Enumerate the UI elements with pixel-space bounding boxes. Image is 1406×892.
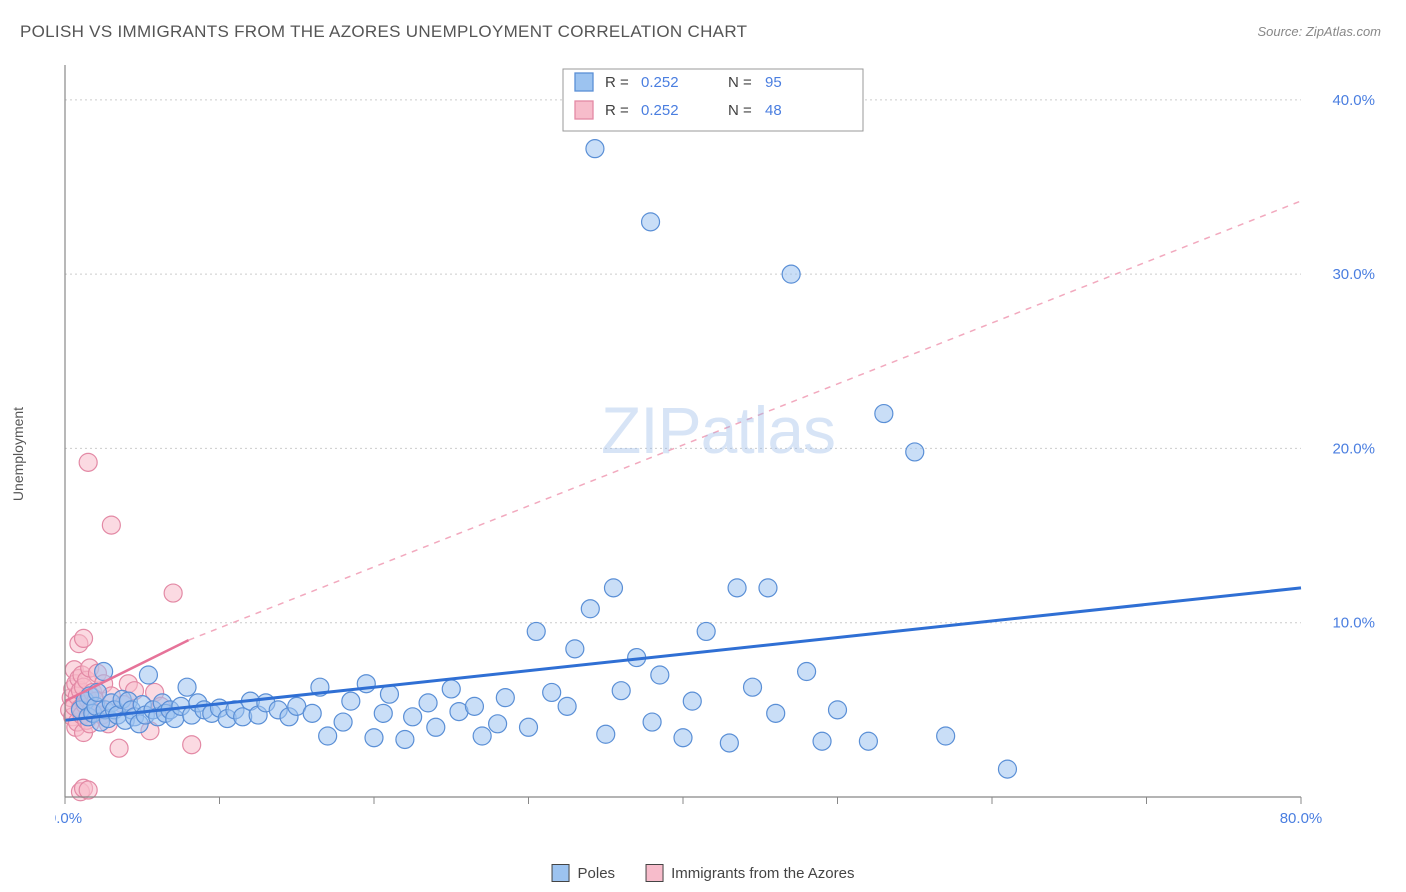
- data-point-blue: [937, 727, 955, 745]
- data-point-blue: [759, 579, 777, 597]
- data-point-blue: [604, 579, 622, 597]
- data-point-blue: [744, 678, 762, 696]
- chart-area: ZIPatlas 0.0%80.0%10.0%20.0%30.0%40.0%R …: [55, 55, 1381, 837]
- legend-label-poles: Poles: [578, 865, 616, 882]
- data-point-blue: [558, 697, 576, 715]
- data-point-pink: [183, 736, 201, 754]
- data-point-blue: [798, 663, 816, 681]
- data-point-blue: [651, 666, 669, 684]
- data-point-blue: [697, 622, 715, 640]
- top-legend-R-value: 0.252: [641, 74, 679, 91]
- data-point-blue: [998, 760, 1016, 778]
- top-legend-N-label: N =: [728, 74, 752, 91]
- data-point-blue: [465, 697, 483, 715]
- x-tick-label: 0.0%: [55, 810, 82, 827]
- bottom-legend: Poles Immigrants from the Azores: [552, 864, 855, 882]
- chart-title: POLISH VS IMMIGRANTS FROM THE AZORES UNE…: [20, 22, 747, 42]
- data-point-pink: [164, 584, 182, 602]
- data-point-blue: [380, 685, 398, 703]
- data-point-pink: [79, 781, 97, 799]
- legend-label-azores: Immigrants from the Azores: [671, 865, 854, 882]
- data-point-blue: [543, 683, 561, 701]
- data-point-blue: [767, 704, 785, 722]
- data-point-blue: [581, 600, 599, 618]
- top-legend-swatch-pink: [575, 101, 593, 119]
- data-point-blue: [597, 725, 615, 743]
- legend-swatch-pink: [645, 864, 663, 882]
- top-legend-R-value: 0.252: [641, 102, 679, 119]
- data-point-blue: [139, 666, 157, 684]
- source-label: Source: ZipAtlas.com: [1257, 24, 1381, 39]
- data-point-blue: [720, 734, 738, 752]
- data-point-blue: [342, 692, 360, 710]
- data-point-blue: [520, 718, 538, 736]
- x-tick-label: 80.0%: [1280, 810, 1323, 827]
- data-point-blue: [683, 692, 701, 710]
- data-point-blue: [643, 713, 661, 731]
- y-tick-label: 10.0%: [1332, 615, 1375, 632]
- data-point-blue: [496, 689, 514, 707]
- data-point-blue: [875, 405, 893, 423]
- data-point-blue: [566, 640, 584, 658]
- data-point-blue: [859, 732, 877, 750]
- scatter-plot: 0.0% 80.0% 10.0% 20.0% 30.0% 40.0% R = 0.252 N =…: [55, 55, 1381, 837]
- data-point-blue: [473, 727, 491, 745]
- y-tick-label: 20.0%: [1332, 440, 1375, 457]
- legend-item-azores: Immigrants from the Azores: [645, 864, 854, 882]
- trendline-pink-extrapolated: [189, 201, 1301, 640]
- data-point-blue: [396, 730, 414, 748]
- data-point-blue: [612, 682, 630, 700]
- data-point-blue: [178, 678, 196, 696]
- data-point-blue: [319, 727, 337, 745]
- top-legend-swatch-blue: [575, 73, 593, 91]
- top-legend-N-label: N =: [728, 102, 752, 119]
- data-point-pink: [75, 629, 93, 647]
- top-legend-R-label: R =: [605, 74, 629, 91]
- data-point-blue: [728, 579, 746, 597]
- data-point-blue: [642, 213, 660, 231]
- y-axis-label: Unemployment: [10, 407, 26, 501]
- top-legend-N-value: 48: [765, 102, 782, 119]
- legend-item-poles: Poles: [552, 864, 616, 882]
- data-point-blue: [374, 704, 392, 722]
- data-point-blue: [906, 443, 924, 461]
- data-point-pink: [110, 739, 128, 757]
- top-legend-R-label: R =: [605, 102, 629, 119]
- data-point-pink: [79, 453, 97, 471]
- data-point-blue: [334, 713, 352, 731]
- top-legend-N-value: 95: [765, 74, 782, 91]
- legend-swatch-blue: [552, 864, 570, 882]
- data-point-blue: [829, 701, 847, 719]
- y-tick-label: 40.0%: [1332, 92, 1375, 109]
- data-point-blue: [419, 694, 437, 712]
- data-point-blue: [365, 729, 383, 747]
- data-point-blue: [813, 732, 831, 750]
- data-point-blue: [586, 140, 604, 158]
- data-point-blue: [303, 704, 321, 722]
- data-point-blue: [527, 622, 545, 640]
- data-point-blue: [427, 718, 445, 736]
- data-point-blue: [404, 708, 422, 726]
- data-point-blue: [674, 729, 692, 747]
- y-tick-label: 30.0%: [1332, 266, 1375, 283]
- data-point-pink: [102, 516, 120, 534]
- data-point-blue: [489, 715, 507, 733]
- data-point-blue: [442, 680, 460, 698]
- data-point-blue: [782, 265, 800, 283]
